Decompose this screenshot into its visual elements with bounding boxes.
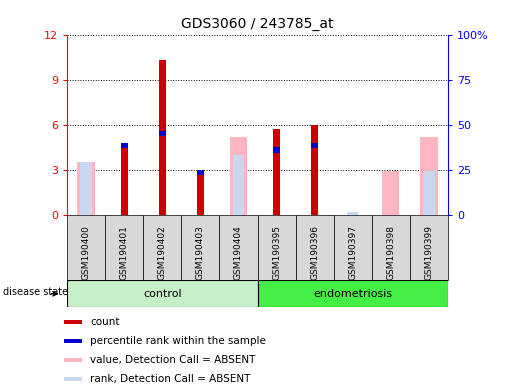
Bar: [219, 215, 258, 280]
Text: GSM190403: GSM190403: [196, 225, 205, 280]
Bar: [423, 171, 435, 215]
Text: percentile rank within the sample: percentile rank within the sample: [90, 336, 266, 346]
Bar: [143, 215, 181, 280]
Bar: [382, 171, 400, 215]
Bar: [334, 215, 372, 280]
Bar: [197, 170, 204, 215]
Bar: [311, 125, 318, 215]
Bar: [64, 339, 82, 343]
Bar: [159, 60, 166, 215]
Bar: [121, 143, 128, 215]
Text: GSM190402: GSM190402: [158, 225, 167, 280]
Text: value, Detection Call = ABSENT: value, Detection Call = ABSENT: [90, 355, 255, 365]
Text: control: control: [143, 289, 182, 299]
Bar: [121, 143, 128, 148]
Bar: [233, 155, 244, 215]
Title: GDS3060 / 243785_at: GDS3060 / 243785_at: [181, 17, 334, 31]
Bar: [64, 358, 82, 362]
Text: endometriosis: endometriosis: [313, 289, 392, 299]
Bar: [410, 215, 448, 280]
Bar: [230, 137, 247, 215]
Bar: [296, 215, 334, 280]
Bar: [67, 280, 258, 307]
Text: count: count: [90, 317, 119, 327]
Bar: [80, 162, 92, 215]
Bar: [159, 131, 166, 136]
Bar: [258, 215, 296, 280]
Bar: [311, 143, 318, 148]
Bar: [347, 212, 358, 215]
Text: rank, Detection Call = ABSENT: rank, Detection Call = ABSENT: [90, 374, 250, 384]
Bar: [420, 137, 438, 215]
Bar: [273, 129, 280, 215]
Text: GSM190399: GSM190399: [424, 225, 434, 280]
Bar: [64, 320, 82, 324]
Text: GSM190396: GSM190396: [310, 225, 319, 280]
Text: GSM190401: GSM190401: [119, 225, 129, 280]
Bar: [273, 147, 280, 152]
Text: GSM190398: GSM190398: [386, 225, 396, 280]
Bar: [372, 215, 410, 280]
Bar: [77, 162, 95, 215]
Text: GSM190400: GSM190400: [81, 225, 91, 280]
Text: GSM190395: GSM190395: [272, 225, 281, 280]
Bar: [197, 170, 204, 175]
Bar: [105, 215, 143, 280]
Text: GSM190404: GSM190404: [234, 225, 243, 280]
Bar: [64, 377, 82, 381]
Text: GSM190397: GSM190397: [348, 225, 357, 280]
Bar: [67, 215, 105, 280]
Text: disease state: disease state: [3, 287, 68, 298]
Bar: [258, 280, 448, 307]
Bar: [181, 215, 219, 280]
